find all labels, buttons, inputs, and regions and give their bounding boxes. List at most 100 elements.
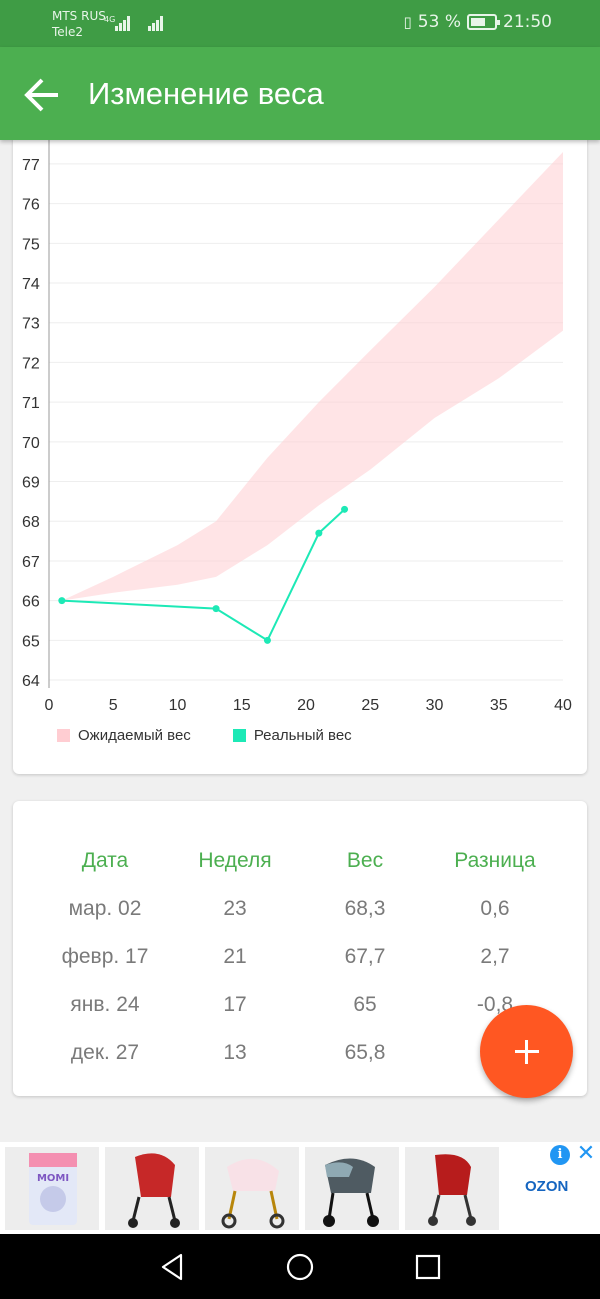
- actual-point[interactable]: [263, 636, 271, 644]
- recents-square-icon[interactable]: [413, 1252, 443, 1282]
- actual-point[interactable]: [212, 605, 220, 613]
- actual-point[interactable]: [315, 529, 323, 537]
- ad-item-stroller-red[interactable]: [105, 1147, 199, 1230]
- x-tick-label: 40: [554, 697, 572, 714]
- ad-item-stroller-gray[interactable]: [305, 1147, 399, 1230]
- ad-item-stroller-pink[interactable]: [205, 1147, 299, 1230]
- table-row[interactable]: дек. 27 13 65,8: [40, 1029, 560, 1077]
- stroller-gray-icon: [323, 1158, 379, 1227]
- carrier-2: Tele2: [52, 25, 84, 39]
- actual-points: [58, 505, 349, 644]
- legend-item-expected[interactable]: Ожидаемый вес: [57, 727, 191, 744]
- cell-diff: 2,7: [480, 945, 510, 968]
- cell-weight: 67,7: [344, 945, 386, 968]
- cell-date: мар. 02: [68, 897, 142, 920]
- y-tick-label: 65: [22, 633, 40, 650]
- y-tick-label: 75: [22, 236, 40, 253]
- ad-banner[interactable]: MOMI: [0, 1142, 600, 1234]
- legend-label-actual: Реальный вес: [253, 727, 352, 744]
- x-tick-label: 0: [45, 697, 54, 714]
- y-axis-ticks: 64 65 66 67 68 69 70 71 72 73 74 75 76 77: [22, 157, 40, 690]
- table-row[interactable]: янв. 24 17 65 -0,8: [40, 981, 560, 1029]
- carrier-1: MTS RUS: [52, 9, 106, 23]
- x-tick-label: 5: [109, 697, 118, 714]
- ad-tile-logo: MOMI: [37, 1173, 69, 1184]
- legend-item-actual[interactable]: Реальный вес: [232, 727, 352, 744]
- ad-item-stroller-red2[interactable]: [405, 1147, 499, 1230]
- cell-diff: 0,6: [480, 897, 510, 920]
- actual-point[interactable]: [341, 505, 349, 513]
- legend-label-expected: Ожидаемый вес: [78, 727, 191, 744]
- table-row[interactable]: февр. 17 21 67,7 2,7: [40, 933, 560, 981]
- signal-icon-2: [148, 16, 163, 31]
- expected-weight-area: [61, 152, 563, 601]
- y-tick-label: 64: [22, 673, 40, 690]
- back-button[interactable]: [18, 71, 66, 119]
- carrier-labels: MTS RUS Tele2: [52, 8, 106, 40]
- add-weight-button[interactable]: [480, 1005, 573, 1098]
- chart-grid: [49, 163, 563, 681]
- plus-icon-vertical: [525, 1040, 528, 1064]
- actual-point[interactable]: [58, 597, 66, 605]
- stroller-pink-icon: [221, 1158, 285, 1229]
- page-title: Изменение веса: [88, 76, 324, 111]
- x-tick-label: 35: [490, 697, 508, 714]
- x-axis-ticks: 0 5 10 15 20 25 30 35 40: [45, 697, 572, 714]
- cell-date: янв. 24: [70, 993, 140, 1016]
- y-tick-label: 72: [22, 355, 40, 372]
- legend-swatch-expected: [57, 729, 70, 742]
- weight-chart: 64 65 66 67 68 69 70 71 72 73 74 75 76 77 0 5 10 15 20 25 3…: [22, 140, 572, 714]
- y-tick-label: 66: [22, 594, 40, 611]
- header-weight: Вес: [346, 849, 384, 872]
- ad-item-diapers[interactable]: MOMI: [5, 1147, 99, 1230]
- y-tick-label: 73: [22, 316, 40, 333]
- app-bar: Изменение веса: [0, 47, 600, 140]
- y-tick-label: 76: [22, 197, 40, 214]
- status-bar: MTS RUS Tele2 4G ▯ 53 % 21:50: [0, 0, 600, 47]
- stroller-red-icon: [128, 1153, 180, 1228]
- home-circle-icon[interactable]: [285, 1252, 315, 1282]
- x-tick-label: 15: [233, 697, 251, 714]
- x-tick-label: 10: [169, 697, 187, 714]
- header-diff: Разница: [454, 849, 536, 872]
- status-right: ▯ 53 % 21:50: [404, 12, 552, 32]
- y-tick-label: 68: [22, 514, 40, 531]
- y-tick-label: 67: [22, 554, 40, 571]
- signal-icon: 4G: [104, 15, 130, 31]
- y-tick-label: 70: [22, 435, 40, 452]
- chart-legend: Ожидаемый вес Реальный вес: [57, 727, 394, 744]
- legend-swatch-actual: [232, 729, 246, 742]
- diapers-icon: MOMI: [29, 1153, 77, 1225]
- header-date: Дата: [81, 849, 129, 872]
- cell-week: 13: [223, 1041, 247, 1064]
- weight-table: Дата Неделя Вес Разница мар. 02 23 68,3 …: [40, 837, 560, 1077]
- info-icon[interactable]: i: [550, 1145, 570, 1165]
- table-header: Дата Неделя Вес Разница: [40, 837, 560, 885]
- vibrate-icon: ▯: [403, 13, 412, 31]
- battery-percent: 53 %: [417, 12, 461, 32]
- x-tick-label: 30: [426, 697, 444, 714]
- x-tick-label: 25: [361, 697, 379, 714]
- battery-icon: [467, 14, 500, 30]
- cell-weight: 65: [353, 993, 377, 1016]
- cell-weight: 65,8: [344, 1041, 386, 1064]
- close-icon[interactable]: ✕: [576, 1141, 596, 1166]
- weight-chart-card: 64 65 66 67 68 69 70 71 72 73 74 75 76 77 0 5 10 15 20 25 3…: [13, 118, 587, 774]
- network-type: 4G: [104, 15, 115, 24]
- system-nav-bar: [0, 1234, 600, 1299]
- back-triangle-icon[interactable]: [157, 1252, 187, 1282]
- table-row[interactable]: мар. 02 23 68,3 0,6: [40, 885, 560, 933]
- cell-date: дек. 27: [70, 1041, 140, 1064]
- header-week: Неделя: [198, 849, 272, 872]
- arrow-left-icon: [24, 78, 58, 112]
- cell-weight: 68,3: [344, 897, 386, 920]
- clock: 21:50: [503, 12, 552, 32]
- y-tick-label: 77: [22, 157, 40, 174]
- y-tick-label: 69: [22, 475, 40, 492]
- cell-week: 17: [223, 993, 247, 1016]
- y-tick-label: 74: [22, 276, 40, 293]
- y-tick-label: 71: [22, 395, 40, 412]
- cell-week: 23: [223, 897, 247, 920]
- ad-brand[interactable]: OZON: [525, 1178, 569, 1195]
- x-tick-label: 20: [297, 697, 315, 714]
